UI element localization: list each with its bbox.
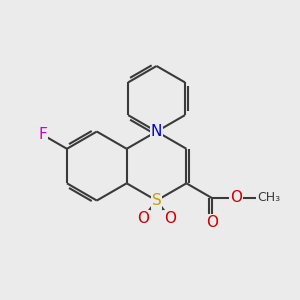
Text: CH₃: CH₃	[257, 191, 280, 205]
Text: S: S	[152, 193, 161, 208]
Text: O: O	[164, 211, 176, 226]
Text: F: F	[39, 128, 47, 142]
Text: O: O	[230, 190, 242, 206]
Text: O: O	[206, 214, 218, 230]
Text: N: N	[151, 124, 162, 139]
Text: O: O	[137, 211, 149, 226]
